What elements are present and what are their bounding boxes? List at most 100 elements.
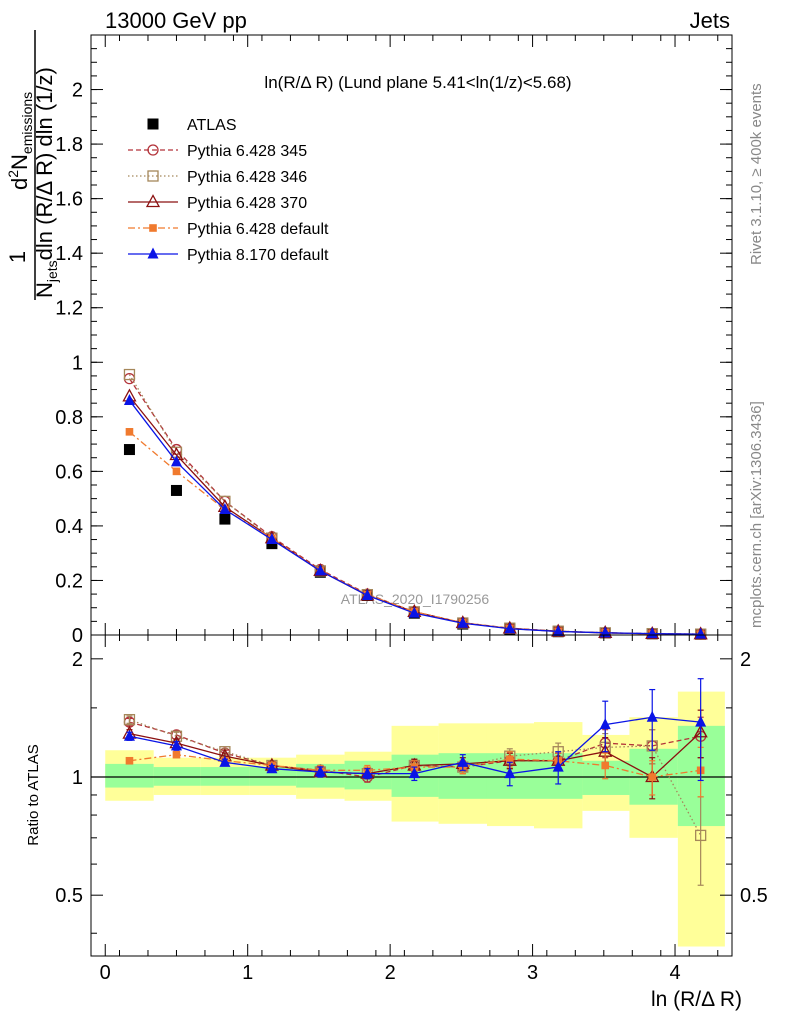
legend-label: Pythia 6.428 370 — [187, 195, 307, 212]
legend-label: Pythia 6.428 346 — [187, 169, 307, 186]
main-data-point — [219, 513, 231, 525]
legend-marker — [147, 247, 159, 259]
legend: ATLAS Pythia 6.428 345 Pythia 6.428 346 Pyt… — [128, 117, 329, 264]
ratio-data-point — [648, 773, 657, 781]
main-ytick-label: 1.4 — [55, 243, 83, 265]
main-ytick-label: 1 — [72, 352, 83, 374]
green-band — [677, 725, 725, 827]
ratio-data-point — [361, 767, 373, 779]
main-data-point — [457, 616, 469, 628]
ratio-ytick-label: 1 — [72, 767, 83, 789]
ratio-series-4 — [123, 678, 707, 787]
ratio-data-point — [646, 710, 658, 722]
main-ytick-label: 0.6 — [55, 461, 83, 483]
main-ytick-label: 1.8 — [55, 134, 83, 156]
ratio-bands — [105, 691, 725, 947]
ratio-ylabel: Ratio to ATLAS — [25, 744, 42, 845]
main-data-point — [314, 564, 326, 576]
ylabel-nem-sub: emissions — [19, 92, 35, 154]
main-ytick-label: 0.4 — [55, 516, 83, 538]
ratio-xtick-label: 0 — [100, 962, 111, 984]
ratio-data-point — [125, 756, 134, 765]
ratio-xtick-label: 4 — [669, 962, 680, 984]
ratio-ytick-label-right: 2 — [740, 649, 751, 671]
main-data-point — [125, 428, 134, 436]
legend-entry: Pythia 6.428 345 — [128, 143, 307, 160]
legend-marker — [149, 224, 157, 232]
main-data-point — [408, 606, 420, 618]
main-ytick-label: 0.2 — [55, 570, 83, 592]
x-axis-label: ln (R/Δ R) — [651, 988, 742, 1011]
ylabel-den: dln (R/Δ R) dln (1/z) — [32, 67, 57, 260]
ratio-data-point — [408, 767, 420, 779]
main-data-point — [695, 627, 707, 639]
mcplots-label: mcplots.cern.ch [arXiv:1306.3436] — [748, 401, 765, 628]
legend-marker — [145, 194, 161, 208]
ratio-data-point — [599, 718, 611, 730]
ratio-data-point — [695, 829, 707, 842]
main-ytick-label: 1.2 — [55, 298, 83, 320]
ylabel-d2: d — [7, 178, 32, 190]
ratio-xtick-label: 1 — [242, 962, 253, 984]
main-panel: 0 0.2 0.4 0.6 0.8 1 1.2 1.4 1.6 1.8 2 ln(R/Δ R) (L… — [55, 34, 733, 647]
ratio-data-point — [266, 762, 278, 774]
ratio-axis-ticks: 0.5 0.5 1 2 2 0 1 2 3 4 — [55, 635, 768, 984]
ylabel-njets-sub: jets — [44, 260, 60, 283]
main-series — [122, 368, 708, 640]
ylabel-d2-sup: 2 — [5, 170, 21, 178]
main-data-point — [170, 484, 182, 496]
main-data-point — [170, 455, 182, 467]
ratio-xtick-label: 3 — [527, 962, 538, 984]
legend-label: ATLAS — [187, 117, 237, 134]
legend-entry: Pythia 8.170 default — [128, 247, 329, 264]
main-data-point — [123, 444, 135, 456]
main-data-point — [123, 368, 136, 381]
main-data-point — [361, 588, 373, 600]
legend-entry: Pythia 6.428 370 — [128, 194, 307, 212]
green-band — [105, 763, 154, 788]
ratio-ytick-label: 0.5 — [55, 885, 83, 907]
main-title: ln(R/Δ R) (Lund plane 5.41<ln(1/z)<5.68) — [264, 73, 571, 92]
ratio-data-point — [172, 750, 181, 759]
watermark: ATLAS_2020_I1790256 — [341, 591, 490, 607]
main-data-point — [266, 533, 278, 545]
main-ytick-label: 2 — [72, 80, 83, 102]
ratio-data-point — [601, 761, 610, 770]
ratio-data-point — [695, 715, 707, 727]
ratio-frame — [90, 634, 733, 957]
ylabel-numerator: d2Nemissions — [5, 92, 35, 190]
main-ytick-label: 0 — [72, 625, 83, 647]
ratio-data-point — [552, 760, 564, 772]
legend-marker — [147, 118, 159, 130]
legend-marker — [147, 144, 159, 156]
legend-marker — [147, 170, 159, 182]
ratio-data-point — [170, 739, 182, 751]
ratio-data-point — [314, 765, 326, 777]
jets-label: Jets — [690, 8, 730, 33]
legend-entry: Pythia 6.428 346 — [128, 169, 307, 186]
main-data-point — [123, 393, 135, 405]
ratio-series — [122, 678, 708, 886]
rivet-label: Rivet 3.1.10, ≥ 400k events — [748, 83, 765, 265]
ratio-xtick-label: 2 — [385, 962, 396, 984]
main-data-point — [552, 624, 564, 636]
main-data-point — [504, 622, 516, 634]
legend-entry: ATLAS — [147, 117, 237, 134]
energy-label: 13000 GeV pp — [105, 8, 247, 33]
ylabel-one: 1 — [5, 251, 30, 263]
ratio-ytick-label: 2 — [72, 649, 83, 671]
legend-label: Pythia 8.170 default — [187, 247, 329, 264]
legend-entry: Pythia 6.428 default — [128, 221, 329, 238]
ylabel-nem: N — [7, 154, 32, 170]
ratio-data-point — [123, 713, 136, 726]
ylabel-denominator: Njetsdln (R/Δ R) dln (1/z) — [32, 67, 60, 298]
ratio-data-point — [505, 755, 514, 764]
main-data-point — [219, 503, 231, 515]
legend-label: Pythia 6.428 345 — [187, 143, 307, 160]
main-ylabel: 1 Njetsdln (R/Δ R) dln (1/z) d2Nemission… — [5, 30, 60, 300]
main-ytick-label: 1.6 — [55, 189, 83, 211]
ratio-data-point — [457, 755, 469, 767]
ylabel-njets: N — [32, 282, 57, 298]
ratio-data-point — [504, 767, 516, 779]
